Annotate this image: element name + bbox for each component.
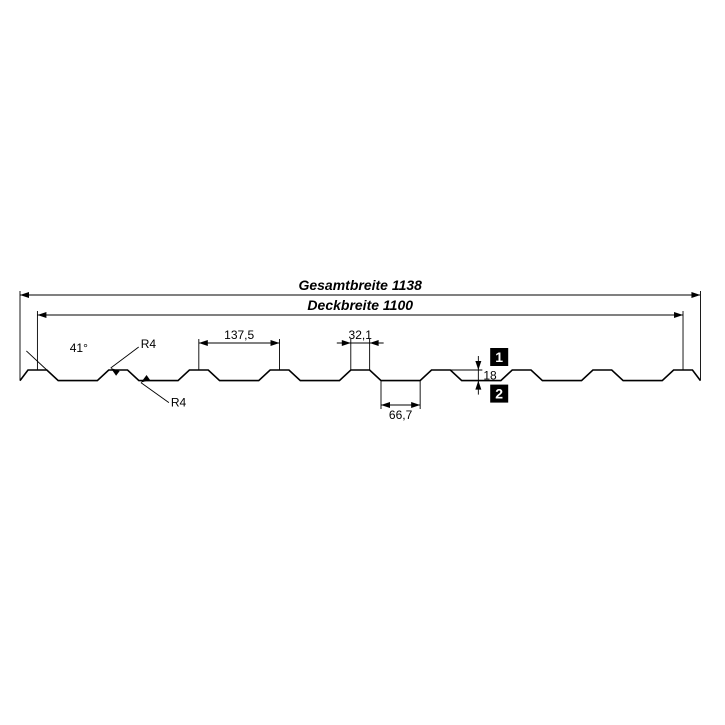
arrowhead	[475, 381, 481, 390]
height-label: 18	[483, 368, 497, 382]
arrowhead	[111, 368, 120, 376]
arrowhead	[37, 312, 46, 318]
arrowhead	[674, 312, 683, 318]
deckbreite-label: Deckbreite 1100	[307, 297, 413, 313]
radius-bottom-label: R4	[171, 396, 187, 410]
badge-bottom-label: 2	[495, 386, 503, 402]
profile-path	[20, 370, 700, 381]
leader-line	[141, 383, 169, 403]
arrowhead	[475, 361, 481, 370]
arrowhead	[199, 340, 208, 346]
arrowhead	[411, 402, 420, 408]
arrowhead	[20, 292, 29, 298]
badge-top-label: 1	[495, 349, 503, 365]
angle-indicator	[26, 351, 46, 370]
pitch-label: 137,5	[224, 328, 254, 342]
arrowhead	[691, 292, 700, 298]
arrowhead	[141, 375, 150, 383]
radius-top-label: R4	[141, 337, 157, 351]
bottom-flange-label: 66,7	[389, 408, 413, 422]
profile-diagram: Gesamtbreite 1138 Deckbreite 1100 137,5 …	[0, 0, 725, 725]
leader-line	[111, 347, 139, 368]
gesamtbreite-label: Gesamtbreite 1138	[298, 277, 422, 293]
top-flange-label: 32,1	[349, 328, 373, 342]
arrowhead	[271, 340, 280, 346]
angle-label: 41°	[70, 341, 88, 355]
